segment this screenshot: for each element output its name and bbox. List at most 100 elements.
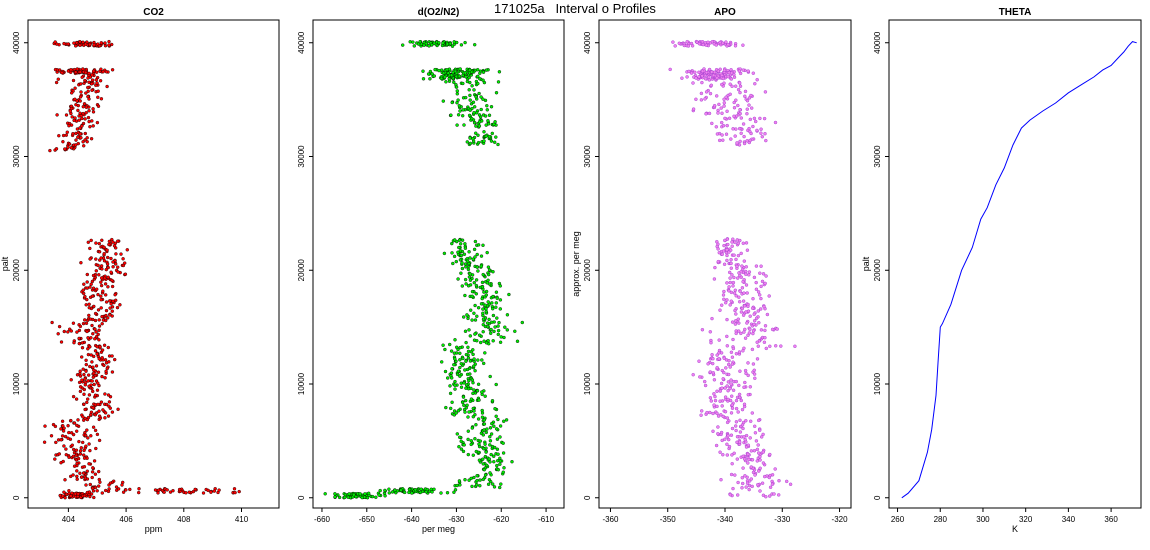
data-point xyxy=(88,285,92,289)
data-point xyxy=(74,138,78,142)
data-point xyxy=(758,455,762,459)
data-point xyxy=(437,68,441,73)
data-point xyxy=(496,324,500,328)
data-point xyxy=(744,265,748,269)
data-point xyxy=(743,327,747,332)
data-point xyxy=(751,329,756,333)
data-point xyxy=(92,304,96,309)
data-point xyxy=(483,114,488,118)
data-point xyxy=(733,308,737,313)
data-point xyxy=(483,473,488,477)
data-point xyxy=(746,461,750,465)
data-point xyxy=(477,124,482,128)
data-point xyxy=(746,373,750,378)
data-point xyxy=(460,261,464,265)
data-point xyxy=(717,348,722,353)
data-point xyxy=(754,439,759,443)
data-point xyxy=(730,462,734,466)
series-points xyxy=(668,39,797,499)
data-point xyxy=(498,456,502,460)
data-point xyxy=(485,321,490,325)
data-point xyxy=(72,41,76,45)
data-point xyxy=(99,67,103,71)
data-point xyxy=(733,134,737,138)
data-point xyxy=(67,489,71,493)
data-point xyxy=(464,265,468,269)
data-point xyxy=(749,93,753,98)
data-point xyxy=(733,473,737,477)
data-point xyxy=(92,382,96,387)
x-axis-label: K xyxy=(1012,524,1018,534)
y-tick-label: 0 xyxy=(873,495,882,500)
data-point xyxy=(124,488,128,492)
data-point xyxy=(759,328,764,332)
data-point xyxy=(725,253,729,258)
data-point xyxy=(105,316,110,320)
data-point xyxy=(84,105,89,110)
data-point xyxy=(459,362,463,366)
data-point xyxy=(488,435,492,439)
x-tick-label: 404 xyxy=(62,515,76,524)
x-tick-label: 360 xyxy=(1104,515,1118,524)
data-point xyxy=(457,445,461,449)
data-point xyxy=(91,375,96,379)
data-point xyxy=(470,378,475,382)
data-point xyxy=(421,77,426,81)
data-point xyxy=(64,492,69,497)
data-point xyxy=(768,494,772,498)
data-point xyxy=(760,279,765,284)
data-point xyxy=(69,418,73,423)
data-point xyxy=(725,442,729,446)
data-point xyxy=(108,313,112,317)
data-point xyxy=(711,429,715,433)
data-point xyxy=(756,290,761,294)
data-point xyxy=(63,147,67,151)
data-point xyxy=(464,359,468,363)
data-point xyxy=(671,40,675,44)
panel-2: d(O2/N2) -660 -650 -640 -630 -620 -610 0 10000 20… xyxy=(297,7,565,534)
data-point xyxy=(734,420,739,424)
data-point xyxy=(91,107,95,111)
data-point xyxy=(97,338,101,342)
data-point xyxy=(85,397,90,401)
data-point xyxy=(92,495,96,500)
data-point xyxy=(97,250,102,254)
data-point xyxy=(709,399,713,403)
panel-title: CO2 xyxy=(143,7,164,18)
data-point xyxy=(739,310,744,314)
data-point xyxy=(478,76,482,81)
data-point xyxy=(106,345,111,350)
data-point xyxy=(498,298,503,302)
data-point xyxy=(91,124,95,128)
data-point xyxy=(487,268,492,272)
data-point xyxy=(738,440,742,444)
data-point xyxy=(730,403,734,407)
data-point xyxy=(83,383,88,387)
data-point xyxy=(723,395,728,399)
data-point xyxy=(736,87,741,92)
data-point xyxy=(106,265,110,270)
data-point xyxy=(106,285,110,289)
data-point xyxy=(481,311,485,315)
data-point xyxy=(84,321,89,325)
data-point xyxy=(763,90,768,94)
data-point xyxy=(740,264,744,268)
data-point xyxy=(720,399,725,403)
data-point xyxy=(728,398,733,403)
data-point xyxy=(734,257,738,262)
data-point xyxy=(750,411,754,415)
data-point xyxy=(760,481,765,485)
data-point xyxy=(759,284,763,289)
data-point xyxy=(477,458,482,462)
data-point xyxy=(87,71,91,76)
data-point xyxy=(459,271,463,275)
data-point xyxy=(458,358,462,362)
data-point xyxy=(111,240,115,244)
data-point xyxy=(57,133,61,138)
data-point xyxy=(86,352,91,357)
data-point xyxy=(460,400,465,404)
data-point xyxy=(495,437,500,441)
data-point xyxy=(747,270,752,274)
data-point xyxy=(120,480,125,485)
page-title: 171025a Interval o Profiles xyxy=(494,1,656,16)
